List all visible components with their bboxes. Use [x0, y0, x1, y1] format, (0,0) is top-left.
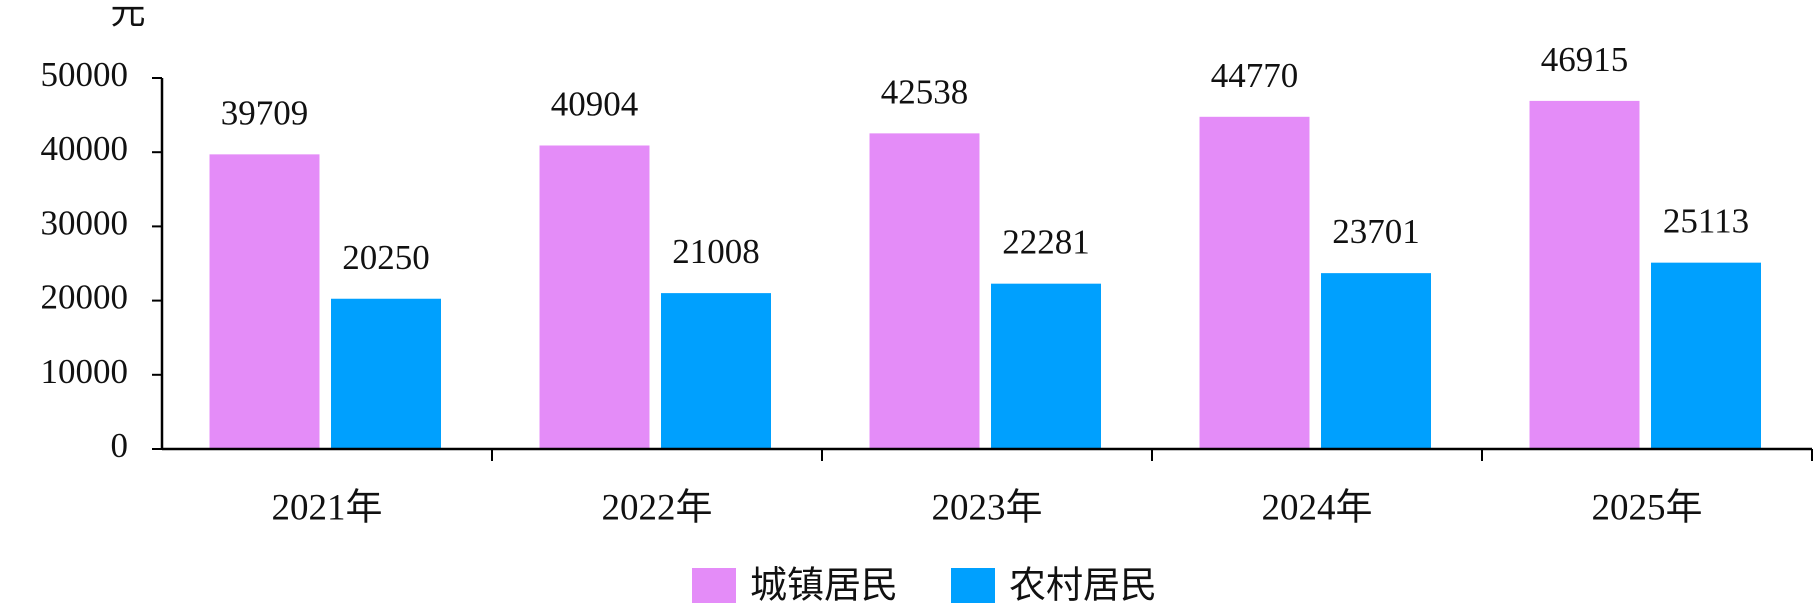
bar	[869, 133, 980, 449]
value-label: 39709	[221, 93, 309, 132]
y-tick-label: 40000	[41, 129, 129, 168]
bar	[209, 154, 320, 449]
value-label: 22281	[1002, 223, 1090, 262]
value-label: 21008	[672, 232, 760, 271]
y-tick-label: 0	[111, 426, 129, 465]
value-label: 42538	[881, 72, 969, 111]
legend-label: 城镇居民	[750, 564, 898, 607]
x-tick-label: 2023年	[932, 486, 1043, 528]
bar	[661, 293, 771, 449]
value-label: 25113	[1663, 202, 1749, 241]
bar	[991, 283, 1101, 449]
bar	[1199, 116, 1310, 449]
value-label: 23701	[1332, 212, 1420, 251]
value-label: 40904	[551, 85, 639, 124]
y-axis-label: 元	[110, 0, 145, 33]
bar	[1651, 262, 1761, 449]
y-tick-label: 50000	[41, 55, 129, 94]
legend-swatch	[951, 568, 995, 603]
x-tick-label: 2022年	[602, 486, 713, 528]
legend-swatch	[692, 568, 736, 603]
legend-label: 农村居民	[1009, 564, 1157, 607]
bar	[1321, 273, 1431, 449]
bar	[1529, 100, 1640, 450]
bar	[539, 145, 650, 450]
value-label: 20250	[342, 238, 430, 277]
value-label: 46915	[1541, 40, 1629, 79]
x-tick-label: 2025年	[1592, 486, 1703, 528]
value-label: 44770	[1211, 56, 1299, 95]
y-tick-label: 10000	[41, 352, 129, 391]
x-tick-label: 2024年	[1262, 486, 1373, 528]
x-tick-label: 2021年	[272, 486, 383, 528]
y-tick-label: 20000	[41, 278, 129, 317]
y-tick-label: 30000	[41, 203, 129, 242]
bar	[331, 298, 441, 449]
